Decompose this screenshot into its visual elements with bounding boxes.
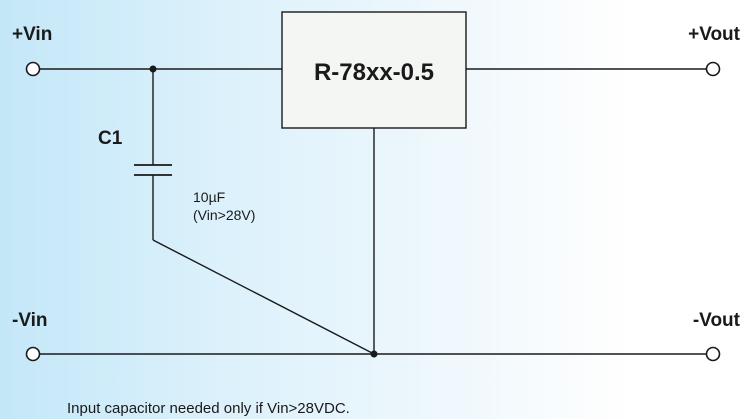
label-vout-plus: +Vout [688, 24, 741, 45]
label-vout-minus: -Vout [693, 310, 741, 331]
label-vin-plus: +Vin [12, 24, 52, 45]
junction-dot-top [149, 65, 157, 73]
terminal-vin-minus [25, 346, 41, 362]
terminal-vin-plus [25, 61, 41, 77]
capacitor-designator: C1 [98, 128, 123, 149]
terminal-vout-minus [705, 346, 721, 362]
capacitor-condition: (Vin>28V) [193, 207, 255, 223]
wire-cap-to-ground [152, 239, 375, 355]
junction-dot-bottom [370, 350, 378, 358]
regulator-label: R-78xx-0.5 [314, 59, 434, 86]
label-vin-minus: -Vin [12, 310, 48, 331]
footnote: Input capacitor needed only if Vin>28VDC… [67, 400, 350, 417]
regulator-box [281, 11, 467, 129]
capacitor-value: 10µF [193, 189, 225, 205]
terminal-vout-plus [705, 61, 721, 77]
